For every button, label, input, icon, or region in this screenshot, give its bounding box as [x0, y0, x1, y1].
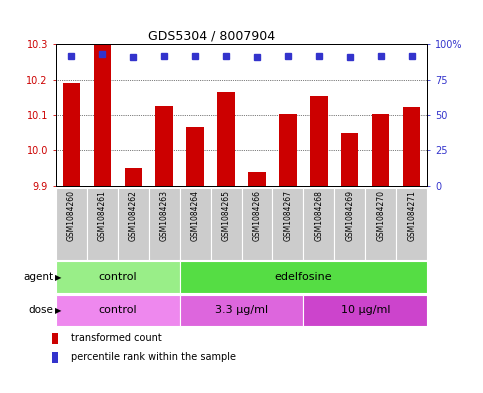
Text: GSM1084263: GSM1084263 [159, 190, 169, 241]
Text: agent: agent [23, 272, 53, 282]
Text: GSM1084265: GSM1084265 [222, 190, 230, 241]
Text: GSM1084264: GSM1084264 [190, 190, 199, 241]
Bar [56, 188, 86, 260]
Text: ▶: ▶ [55, 306, 61, 315]
Bar [117, 188, 149, 260]
Text: GSM1084260: GSM1084260 [67, 190, 75, 241]
Text: GSM1084262: GSM1084262 [128, 190, 138, 241]
Bar [86, 188, 117, 260]
Bar [372, 114, 389, 186]
Text: transformed count: transformed count [71, 333, 161, 343]
Bar [280, 114, 297, 186]
Text: control: control [98, 272, 137, 282]
Text: GSM1084268: GSM1084268 [314, 190, 324, 241]
Text: dose: dose [28, 305, 53, 316]
Text: GSM1084271: GSM1084271 [408, 190, 416, 241]
Bar [242, 188, 272, 260]
Bar [125, 168, 142, 186]
Bar [62, 83, 80, 186]
Text: control: control [98, 305, 137, 316]
Bar [180, 188, 211, 260]
Bar [156, 106, 172, 186]
Text: ▶: ▶ [55, 273, 61, 281]
Bar [211, 188, 242, 260]
Text: GSM1084270: GSM1084270 [376, 190, 385, 241]
Bar [180, 261, 427, 293]
Text: GSM1084261: GSM1084261 [98, 190, 107, 241]
Bar [248, 172, 266, 186]
Bar [311, 96, 327, 186]
Bar [180, 295, 303, 326]
Bar [56, 261, 180, 293]
Bar [149, 188, 180, 260]
Bar [217, 92, 235, 186]
Text: GSM1084267: GSM1084267 [284, 190, 293, 241]
Text: 3.3 μg/ml: 3.3 μg/ml [215, 305, 268, 316]
Bar [303, 295, 427, 326]
Bar [52, 352, 58, 363]
Bar [272, 188, 303, 260]
Text: GDS5304 / 8007904: GDS5304 / 8007904 [148, 29, 275, 42]
Bar [397, 188, 427, 260]
Text: percentile rank within the sample: percentile rank within the sample [71, 352, 236, 362]
Bar [334, 188, 366, 260]
Bar [94, 44, 111, 186]
Text: GSM1084266: GSM1084266 [253, 190, 261, 241]
Bar [303, 188, 334, 260]
Bar [186, 127, 203, 186]
Bar [341, 133, 358, 186]
Bar [403, 107, 421, 186]
Bar [56, 295, 180, 326]
Text: edelfosine: edelfosine [275, 272, 332, 282]
Bar [52, 332, 58, 343]
Text: GSM1084269: GSM1084269 [345, 190, 355, 241]
Bar [366, 188, 397, 260]
Text: 10 μg/ml: 10 μg/ml [341, 305, 390, 316]
